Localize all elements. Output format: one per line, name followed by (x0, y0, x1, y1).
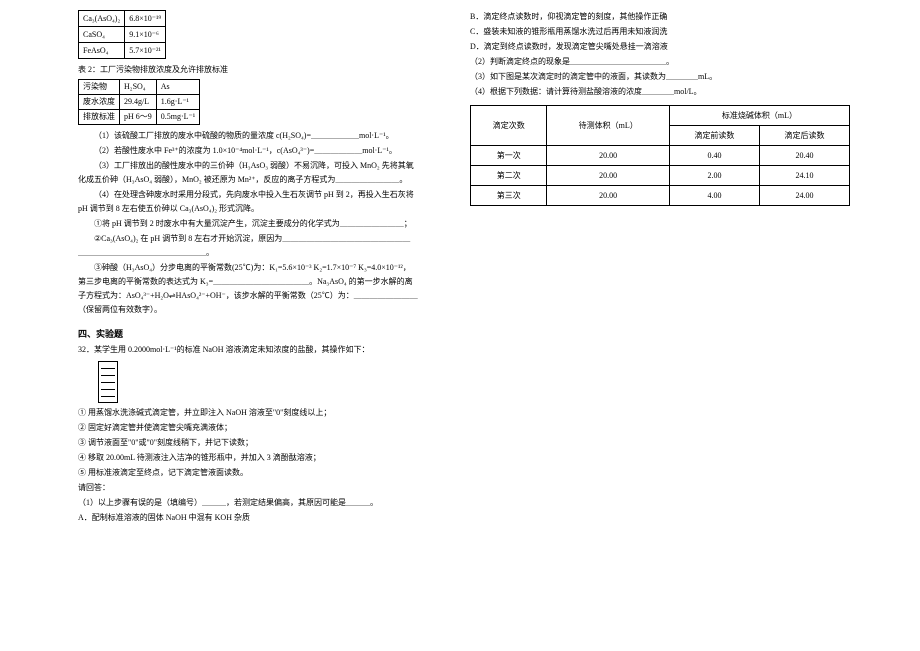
option-c: C．盛装未知液的锥形瓶用蒸馏水洗过后再用未知液润洗 (470, 25, 850, 39)
cell: pH 6～9 (120, 110, 157, 125)
cell: 20.00 (547, 186, 669, 206)
emission-table: 污染物H₂SO₄As 废水浓度29.4g/L1.6g·L⁻¹ 排放标准pH 6～… (78, 79, 200, 125)
sub-question-4: （4）根据下列数据：请计算待测盐酸溶液的浓度＿＿＿＿mol/L。 (470, 85, 850, 99)
burette-icon (98, 361, 118, 403)
cell: 4.00 (669, 186, 759, 206)
section-4-title: 四、实验题 (78, 327, 418, 340)
question-32: 32．某学生用 0.2000mol·L⁻¹的标准 NaOH 溶液滴定未知浓度的盐… (78, 343, 418, 357)
cell: 0.40 (669, 146, 759, 166)
cell: 废水浓度 (79, 95, 120, 110)
cell: CaSO₄ (79, 27, 125, 43)
titration-data-table: 滴定次数 待测体积（mL） 标准烧碱体积（mL） 滴定前读数 滴定后读数 第一次… (470, 105, 850, 206)
sub-question-3: （3）如下图是某次滴定时的滴定管中的液面，其读数为＿＿＿＿mL。 (470, 70, 850, 84)
option-d: D．滴定到终点读数时，发现滴定管尖嘴处悬挂一滴溶液 (470, 40, 850, 54)
step-4: ④ 移取 20.00mL 待测液注入洁净的锥形瓶中，并加入 3 滴酚酞溶液； (78, 451, 418, 465)
cell: 6.8×10⁻¹⁹ (125, 11, 166, 27)
question-3: （3）工厂排放出的酸性废水中的三价砷（H₃AsO₃ 弱酸）不易沉降，可投入 Mn… (78, 159, 418, 187)
solubility-table: Ca₃(AsO₄)₂6.8×10⁻¹⁹ CaSO₄9.1×10⁻⁶ FeAsO₄… (78, 10, 166, 59)
cell: 第二次 (471, 166, 547, 186)
question-1: （1）该硫酸工厂排放的废水中硫酸的物质的量浓度 c(H₂SO₄)=＿＿＿＿＿＿m… (78, 129, 418, 143)
table2-caption: 表 2：工厂污染物排放浓度及允许排放标准 (78, 63, 418, 77)
cell: 20.00 (547, 166, 669, 186)
cell: Ca₃(AsO₄)₂ (79, 11, 125, 27)
cell: 29.4g/L (120, 95, 157, 110)
cell: 9.1×10⁻⁶ (125, 27, 166, 43)
question-4c: ③砷酸（H₃AsO₄）分步电离的平衡常数(25℃)为：K₁=5.6×10⁻³ K… (78, 261, 418, 317)
cell: As (156, 80, 199, 95)
cell: 污染物 (79, 80, 120, 95)
col-header: 待测体积（mL） (547, 106, 669, 146)
cell: 第一次 (471, 146, 547, 166)
step-5: ⑤ 用标准液滴定至终点，记下滴定管液面读数。 (78, 466, 418, 480)
question-4: （4）在处理含砷废水时采用分段式，先向废水中投入生石灰调节 pH 到 2，再投入… (78, 188, 418, 216)
cell: 2.00 (669, 166, 759, 186)
cell: 第三次 (471, 186, 547, 206)
question-4b: ②Ca₃(AsO₄)₂ 在 pH 调节到 8 左右才开始沉淀，原因为＿＿＿＿＿＿… (78, 232, 418, 260)
cell: H₂SO₄ (120, 80, 157, 95)
cell: 1.6g·L⁻¹ (156, 95, 199, 110)
ask-label: 请回答： (78, 481, 418, 495)
cell: 24.00 (759, 186, 849, 206)
question-2: （2）若酸性废水中 Fe³⁺的浓度为 1.0×10⁻⁴mol·L⁻¹，c(AsO… (78, 144, 418, 158)
cell: 20.40 (759, 146, 849, 166)
cell: 排放标准 (79, 110, 120, 125)
step-3: ③ 调节液面至"0"或"0"刻度线稍下，并记下读数； (78, 436, 418, 450)
col-header: 滴定次数 (471, 106, 547, 146)
step-1: ① 用蒸馏水洗涤碱式滴定管，并立即注入 NaOH 溶液至"0"刻度线以上； (78, 406, 418, 420)
option-b: B．滴定终点读数时，仰视滴定管的刻度，其他操作正确 (470, 10, 850, 24)
cell: 20.00 (547, 146, 669, 166)
step-2: ② 固定好滴定管并使滴定管尖嘴充满液体； (78, 421, 418, 435)
col-subheader: 滴定前读数 (669, 126, 759, 146)
option-a: A．配制标准溶液的固体 NaOH 中混有 KOH 杂质 (78, 511, 418, 525)
sub-question-2: （2）判断滴定终点的现象是＿＿＿＿＿＿＿＿＿＿＿＿。 (470, 55, 850, 69)
cell: 0.5mg·L⁻¹ (156, 110, 199, 125)
col-header: 标准烧碱体积（mL） (669, 106, 849, 126)
question-4a: ①将 pH 调节到 2 时废水中有大量沉淀产生，沉淀主要成分的化学式为＿＿＿＿＿… (78, 217, 418, 231)
cell: 5.7×10⁻²¹ (125, 43, 166, 59)
cell: FeAsO₄ (79, 43, 125, 59)
cell: 24.10 (759, 166, 849, 186)
col-subheader: 滴定后读数 (759, 126, 849, 146)
sub-question-1: （1）以上步骤有误的是（填编号）＿＿＿，若测定结果偏高，其原因可能是＿＿＿。 (78, 496, 418, 510)
